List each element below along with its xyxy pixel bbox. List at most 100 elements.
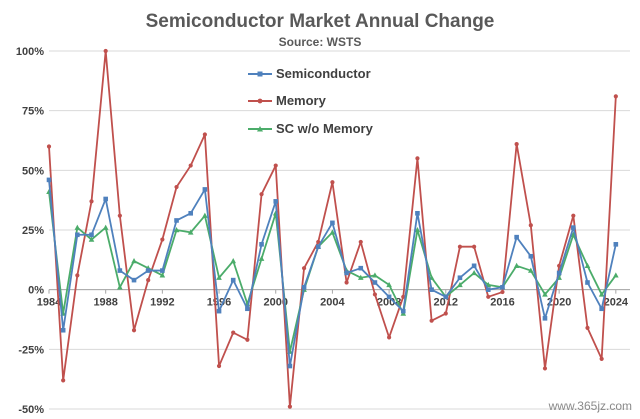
- point-memory-1997: [231, 330, 236, 335]
- point-sc-w-o-memory-1993: [173, 227, 180, 233]
- point-semiconductor-1986: [75, 232, 80, 238]
- point-semiconductor-2002: [301, 284, 307, 290]
- point-semiconductor-1996: [216, 308, 222, 314]
- point-semiconductor-1988: [103, 196, 108, 202]
- point-semiconductor-2017: [514, 234, 519, 240]
- legend-marker-semiconductor: [257, 71, 263, 77]
- point-memory-2001: [287, 404, 293, 409]
- point-semiconductor-1995: [202, 187, 208, 192]
- point-memory-1998: [245, 337, 250, 342]
- point-semiconductor-1999: [259, 242, 264, 247]
- point-memory-1994: [188, 163, 193, 168]
- point-semiconductor-2024: [613, 242, 619, 247]
- legend-item-memory: Memory: [248, 93, 327, 108]
- point-semiconductor-2023: [599, 306, 604, 312]
- point-memory-2002: [301, 266, 307, 271]
- point-memory-1990: [131, 328, 137, 333]
- point-memory-2006: [358, 239, 363, 245]
- chart-title: Semiconductor Market Annual Change: [146, 11, 495, 32]
- x-tick-label: 2008: [377, 297, 401, 309]
- series-sc-w-o-memory: [46, 188, 619, 354]
- point-semiconductor-1985: [60, 327, 66, 333]
- point-memory-2015: [486, 294, 491, 299]
- point-semiconductor-1993: [174, 218, 179, 223]
- point-sc-w-o-memory-1986: [74, 224, 81, 230]
- point-memory-1993: [174, 184, 179, 190]
- point-memory-1989: [117, 213, 122, 218]
- point-sc-w-o-memory-1996: [216, 274, 222, 280]
- point-memory-2016: [500, 289, 505, 295]
- point-sc-w-o-memory-2022: [584, 262, 591, 268]
- y-tick-label: 50%: [22, 165, 44, 177]
- point-semiconductor-2003: [315, 244, 321, 250]
- point-memory-2022: [585, 325, 590, 330]
- point-sc-w-o-memory-2006: [357, 274, 364, 280]
- point-sc-w-o-memory-2013: [457, 281, 463, 288]
- point-semiconductor-2012: [443, 294, 449, 300]
- x-tick-label: 1988: [93, 297, 117, 309]
- point-semiconductor-1984: [46, 177, 52, 183]
- point-sc-w-o-memory-1995: [202, 212, 208, 218]
- point-semiconductor-2007: [372, 280, 378, 285]
- point-sc-w-o-memory-2010: [414, 227, 421, 233]
- point-memory-2011: [429, 318, 434, 323]
- point-sc-w-o-memory-1994: [187, 229, 194, 235]
- point-memory-2023: [599, 356, 604, 361]
- point-sc-w-o-memory-2008: [386, 281, 392, 288]
- y-tick-label: 25%: [22, 225, 44, 237]
- point-semiconductor-1990: [131, 277, 137, 283]
- legend-label-semiconductor: Semiconductor: [276, 66, 371, 81]
- point-memory-1992: [160, 237, 165, 242]
- point-sc-w-o-memory-2014: [471, 269, 477, 276]
- point-memory-2014: [472, 244, 477, 249]
- point-memory-1985: [61, 378, 66, 383]
- y-axis-tick-labels: -50% -25% 0% 25% 50% 75% 100%: [16, 46, 44, 416]
- point-memory-1999: [259, 192, 264, 197]
- point-semiconductor-2008: [386, 294, 392, 300]
- point-semiconductor-2018: [528, 253, 534, 259]
- point-sc-w-o-memory-1999: [258, 255, 265, 261]
- x-tick-label: 1992: [150, 297, 174, 309]
- point-semiconductor-2010: [415, 210, 420, 216]
- x-tick-label: 2024: [604, 297, 629, 309]
- y-tick-label: -50%: [18, 404, 44, 416]
- point-memory-2005: [344, 280, 349, 285]
- point-semiconductor-2006: [358, 265, 364, 271]
- point-semiconductor-1998: [245, 306, 250, 312]
- point-memory-2017: [514, 141, 519, 147]
- point-semiconductor-1992: [160, 268, 165, 273]
- point-memory-2019: [542, 366, 548, 371]
- x-tick-label: 2016: [490, 297, 514, 309]
- legend-label-memory: Memory: [276, 93, 327, 108]
- legend-marker-memory: [257, 98, 263, 104]
- point-sc-w-o-memory-2019: [542, 291, 548, 297]
- point-semiconductor-1991: [145, 268, 151, 273]
- point-memory-1988: [103, 48, 108, 54]
- point-semiconductor-2014: [471, 263, 477, 269]
- point-semiconductor-2013: [457, 275, 463, 281]
- point-semiconductor-1997: [230, 277, 236, 283]
- point-sc-w-o-memory-1992: [159, 272, 166, 278]
- point-memory-1986: [75, 273, 80, 278]
- point-semiconductor-1987: [89, 232, 94, 238]
- x-tick-label: 2004: [320, 297, 345, 309]
- point-semiconductor-2015: [485, 287, 491, 292]
- point-memory-1987: [89, 199, 94, 204]
- point-memory-1984: [46, 144, 52, 149]
- point-memory-2021: [571, 213, 576, 218]
- y-tick-label: -25%: [18, 344, 44, 356]
- point-semiconductor-2022: [585, 280, 590, 285]
- y-tick-label: 75%: [22, 106, 44, 118]
- point-semiconductor-2016: [500, 284, 505, 290]
- legend-label-sc-without-memory: SC w/o Memory: [276, 121, 374, 136]
- point-sc-w-o-memory-2004: [329, 229, 336, 235]
- point-memory-2004: [330, 180, 335, 185]
- point-memory-2000: [273, 163, 278, 168]
- point-semiconductor-2020: [556, 270, 562, 276]
- point-semiconductor-2001: [287, 363, 293, 369]
- point-memory-2008: [386, 335, 392, 340]
- point-semiconductor-2000: [273, 199, 279, 204]
- watermark: www.365jz.com: [548, 399, 632, 413]
- x-axis-tick-labels: 1984 1988 1992 1996 2000 2004 2008 2012 2016 2020…: [37, 297, 629, 309]
